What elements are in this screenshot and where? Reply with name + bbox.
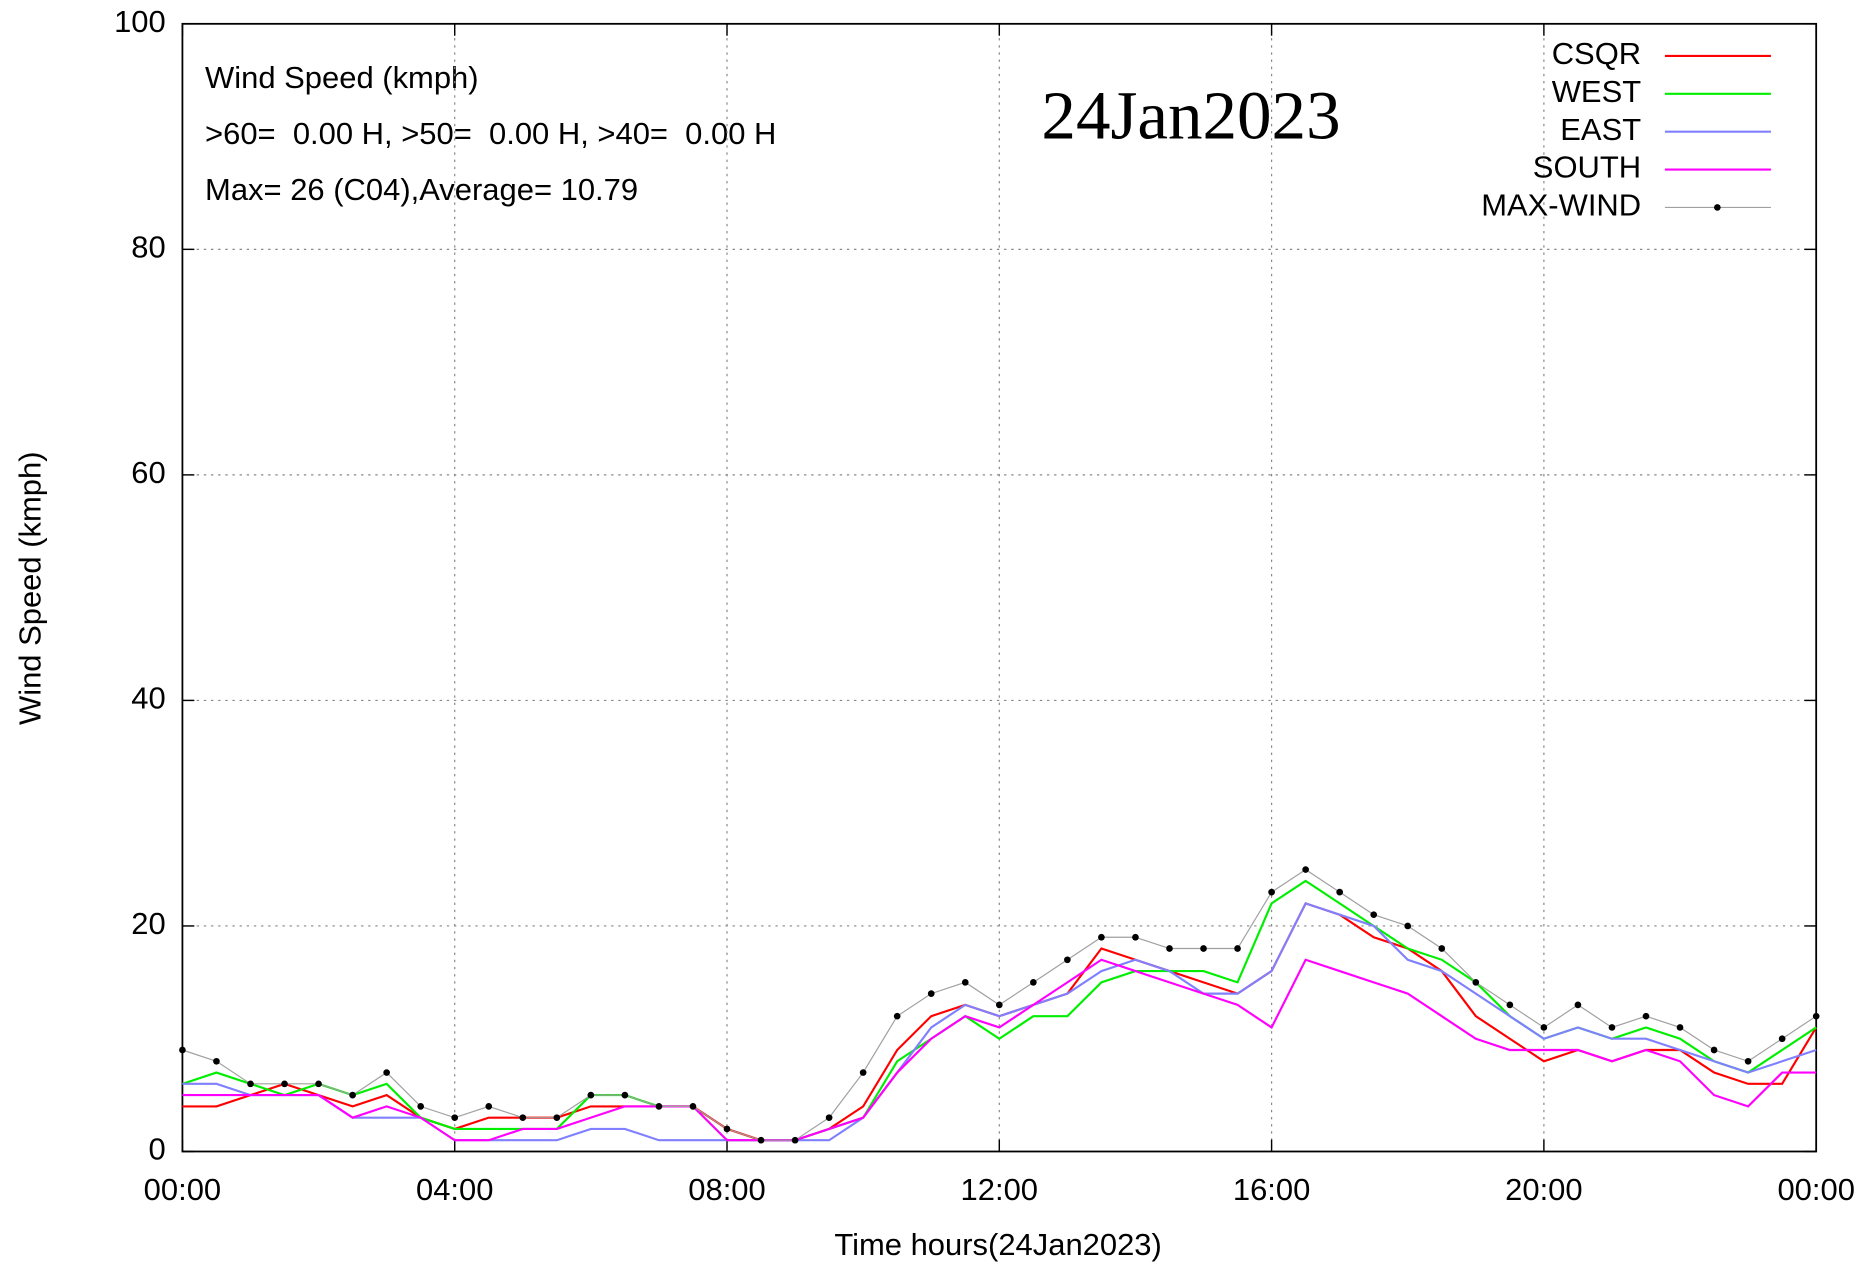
data-point [825, 1114, 833, 1121]
x-tick-label: 04:00 [416, 1172, 493, 1207]
date-label: 24Jan2023 [1041, 76, 1340, 153]
data-point [1132, 933, 1139, 941]
plot-frame [181, 22, 1818, 1153]
data-point [1744, 1057, 1752, 1065]
y-tick-label: 0 [149, 1132, 166, 1167]
data-point [1574, 1001, 1582, 1009]
data-point [621, 1091, 629, 1099]
annotation: >60= 0.00 H, >50= 0.00 H, >40= 0.00 H [205, 116, 776, 151]
data-point [1064, 956, 1071, 964]
data-point [1234, 945, 1241, 952]
data-point [1404, 922, 1412, 930]
series-line [182, 958, 1817, 1142]
legend-label: EAST [1560, 112, 1641, 147]
data-point [723, 1125, 731, 1133]
data-point [757, 1136, 765, 1144]
x-tick-label: 08:00 [688, 1172, 765, 1207]
annotation: Wind Speed (kmph) [205, 60, 479, 95]
data-point [1370, 911, 1378, 919]
y-tick-label: 60 [131, 455, 165, 490]
data-point [995, 1001, 1003, 1009]
data-point [1710, 1046, 1718, 1054]
data-point [247, 1080, 254, 1088]
y-tick-label: 20 [131, 906, 165, 941]
data-point [1336, 888, 1344, 896]
data-point [1812, 1012, 1820, 1020]
data-point [1676, 1024, 1684, 1031]
data-point [1778, 1035, 1786, 1043]
data-point [553, 1114, 561, 1121]
legend-label: WEST [1552, 74, 1642, 109]
data-point [1200, 945, 1207, 952]
x-tick-label: 12:00 [961, 1172, 1038, 1207]
data-point [1098, 933, 1105, 941]
data-point [655, 1103, 663, 1110]
data-point [1438, 945, 1446, 952]
data-point [791, 1136, 799, 1144]
data-point [417, 1103, 425, 1110]
data-point [1506, 1001, 1514, 1009]
annotation: Max= 26 (C04),Average= 10.79 [205, 172, 638, 207]
data-point [587, 1091, 595, 1099]
x-tick-label: 20:00 [1505, 1172, 1582, 1207]
data-point [1166, 945, 1173, 952]
y-axis-label: Wind Speed (kmph) [13, 451, 48, 725]
data-point [1268, 888, 1275, 896]
data-point [213, 1057, 220, 1065]
legend-label: SOUTH [1533, 150, 1641, 185]
legend-label: MAX-WIND [1481, 188, 1641, 223]
legend-marker [1714, 204, 1721, 211]
y-tick-label: 80 [131, 230, 165, 265]
data-point [1472, 979, 1480, 986]
data-point [383, 1069, 390, 1076]
data-point [1642, 1012, 1650, 1020]
y-tick-label: 40 [131, 681, 165, 716]
data-point [1302, 866, 1309, 873]
legend-label: CSQR [1552, 36, 1641, 71]
data-point [179, 1046, 186, 1054]
data-point [315, 1080, 322, 1088]
data-point [1030, 979, 1037, 986]
data-point [451, 1114, 459, 1121]
x-tick-label: 00:00 [1777, 1172, 1854, 1207]
data-point [485, 1103, 493, 1110]
x-axis-label: Time hours(24Jan2023) [834, 1227, 1161, 1262]
data-point [927, 990, 935, 997]
data-point [1608, 1024, 1616, 1031]
x-tick-label: 16:00 [1233, 1172, 1310, 1207]
y-tick-label: 100 [114, 4, 166, 39]
data-point [893, 1012, 901, 1020]
data-point [1540, 1024, 1548, 1031]
data-point [859, 1069, 867, 1076]
data-point [689, 1103, 697, 1110]
data-point [281, 1080, 288, 1088]
data-point [349, 1091, 356, 1099]
data-point [961, 979, 969, 986]
data-point [519, 1114, 527, 1121]
x-tick-label: 00:00 [144, 1172, 221, 1207]
